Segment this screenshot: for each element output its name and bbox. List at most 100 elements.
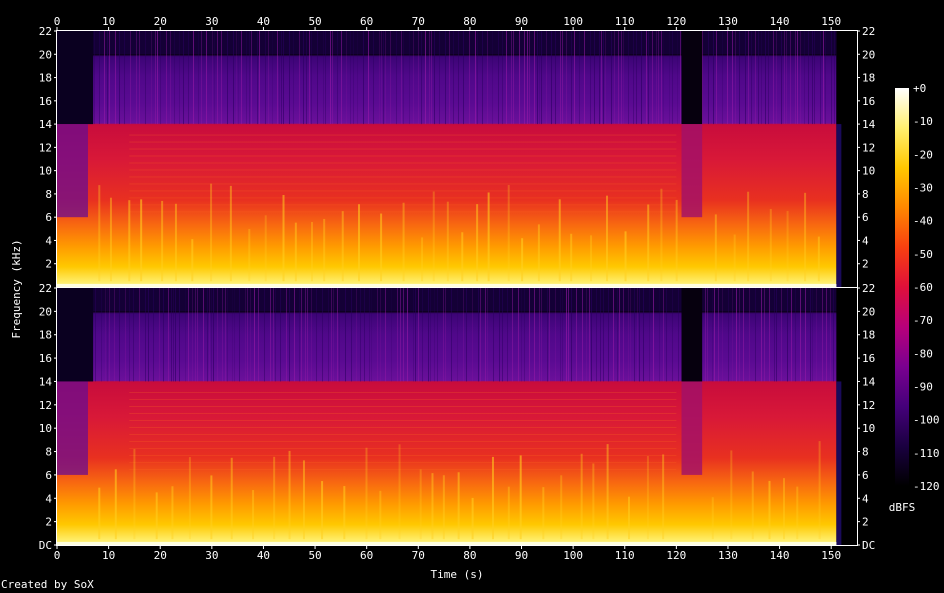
hf-streak [795, 31, 796, 125]
hf-streak [498, 31, 499, 125]
onset-burst [507, 184, 510, 282]
hf-streak [582, 288, 583, 382]
hf-streak [428, 288, 429, 382]
hf-streak [493, 288, 494, 382]
hf-streak [101, 288, 102, 382]
hf-streak [119, 31, 120, 125]
hf-streak [630, 288, 631, 382]
hf-streak [732, 31, 733, 125]
hf-streak [614, 31, 615, 125]
x-tick-label-bottom: 70 [412, 549, 425, 562]
y-tick-label-left: 14 [39, 118, 53, 131]
hf-streak [463, 31, 464, 125]
hf-streak [434, 31, 435, 125]
onset-burst [660, 188, 663, 282]
intro-mid [57, 124, 88, 218]
y-axis-label: Frequency (kHz) [10, 239, 23, 338]
hf-streak [265, 31, 266, 125]
gap-mid [681, 124, 703, 218]
hf-streak [124, 31, 125, 125]
hf-streak [534, 31, 535, 125]
harmonic-line [129, 441, 677, 443]
hf-streak [445, 288, 446, 382]
hf-streak [391, 288, 392, 382]
hf-streak [385, 31, 386, 125]
hf-streak [745, 31, 746, 125]
hf-streak [437, 288, 438, 382]
hf-streak [705, 288, 706, 382]
hf-streak [168, 288, 169, 382]
hf-streak [451, 288, 452, 382]
hf-streak [617, 288, 618, 382]
hf-streak [678, 288, 679, 382]
hf-streak [560, 288, 561, 382]
onset-burst [294, 222, 297, 282]
hf-streak [619, 288, 620, 382]
onset-burst [647, 204, 650, 282]
onset-burst [521, 238, 524, 282]
hf-streak [708, 31, 709, 125]
hf-streak [341, 31, 342, 125]
x-tick-label-bottom: 40 [257, 549, 270, 562]
onset-burst [288, 450, 291, 540]
hf-streak [579, 31, 580, 125]
hf-streak [188, 288, 189, 382]
hf-streak [601, 31, 602, 125]
hf-streak [707, 288, 708, 382]
x-tick-label-top: 130 [718, 15, 738, 28]
y-tick-label-right: 22 [862, 282, 875, 295]
hf-streak [383, 31, 384, 125]
hf-streak [555, 31, 556, 125]
spectrogram-channel-2 [57, 288, 857, 545]
hf-streak [562, 288, 563, 382]
onset-burst [606, 444, 609, 540]
hf-streak [94, 31, 95, 125]
x-tick-label-bottom: 0 [54, 549, 61, 562]
hf-streak [534, 288, 535, 382]
harmonic-line [129, 162, 677, 164]
hf-streak [784, 31, 785, 125]
onset-burst [229, 185, 232, 282]
y-tick-label-right: 12 [862, 399, 875, 412]
y-tick-label-right: 6 [862, 211, 869, 224]
hf-streak [279, 31, 280, 125]
onset-burst [114, 469, 117, 540]
hf-streak [549, 288, 550, 382]
hf-streak [119, 288, 120, 382]
onset-burst [321, 481, 324, 540]
hf-streak [333, 288, 334, 382]
harmonic-line [129, 197, 677, 199]
hf-streak [357, 31, 358, 125]
hf-streak [107, 31, 108, 125]
y-tick-label-left: 18 [39, 329, 52, 342]
hf-streak [203, 288, 204, 382]
hf-streak [307, 288, 308, 382]
colorbar-tick-label: -10 [913, 115, 933, 128]
hf-streak [213, 288, 214, 382]
x-tick-label-bottom: 50 [308, 549, 321, 562]
hf-streak [562, 31, 563, 125]
dc-line [57, 542, 837, 545]
hf-streak [418, 31, 419, 125]
hf-streak [755, 288, 756, 382]
harmonic-line [129, 420, 677, 422]
hf-streak [201, 31, 202, 125]
hf-streak [245, 288, 246, 382]
hf-streak [574, 31, 575, 125]
hf-streak [303, 31, 304, 125]
hf-streak [409, 31, 410, 125]
harmonic-line [129, 434, 677, 436]
hf-streak [672, 288, 673, 382]
intro-dark [57, 288, 94, 382]
hf-streak [170, 31, 171, 125]
hf-streak [636, 31, 637, 125]
hf-streak [396, 31, 397, 125]
hf-streak [151, 31, 152, 125]
hf-streak [270, 288, 271, 382]
post-audio [836, 288, 857, 545]
onset-burst [402, 202, 405, 282]
hf-streak [421, 31, 422, 125]
x-tick-label-top: 110 [615, 15, 635, 28]
harmonic-line [129, 155, 677, 157]
hf-streak [790, 31, 791, 125]
